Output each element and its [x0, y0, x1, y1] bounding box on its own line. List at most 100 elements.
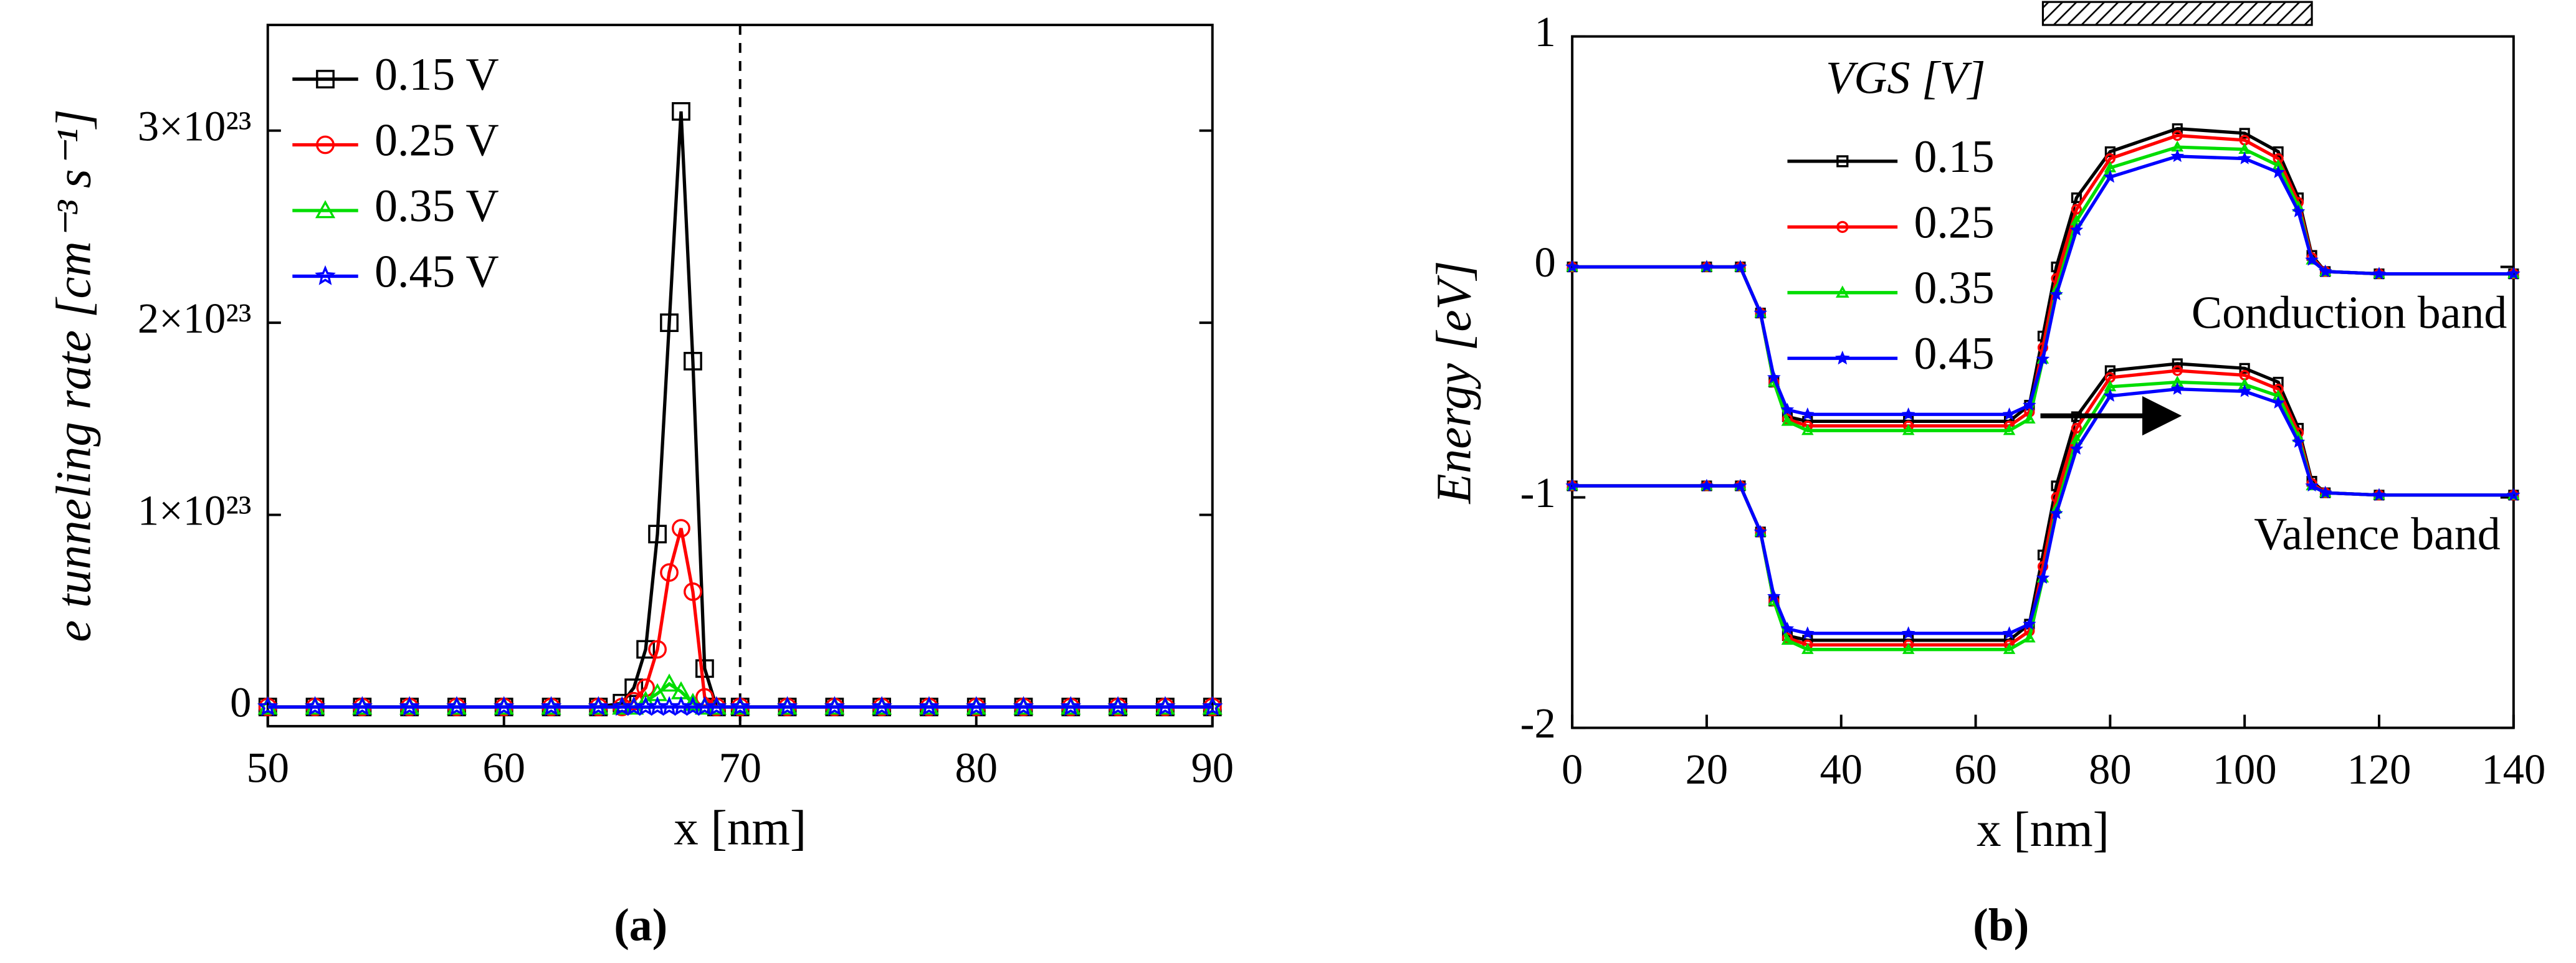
marker	[1734, 260, 1747, 273]
x-tick-label: 140	[2481, 746, 2545, 793]
legend-label: 0.25 V	[374, 114, 499, 165]
marker	[2003, 424, 2016, 435]
marker	[1565, 260, 1579, 273]
plot-frame	[1571, 35, 2515, 729]
marker	[2103, 389, 2117, 402]
marker	[2238, 151, 2251, 164]
marker	[2002, 626, 2016, 639]
legend-label: 0.15 V	[374, 49, 499, 100]
marker	[824, 696, 846, 716]
x-tick-label: 80	[955, 744, 998, 791]
legend-marker	[1835, 350, 1850, 365]
legend-label: 0.15	[1914, 131, 1994, 182]
marker	[2071, 422, 2082, 434]
marker	[776, 696, 798, 716]
marker	[2071, 204, 2082, 215]
marker	[659, 673, 680, 692]
marker	[2071, 192, 2082, 204]
marker	[1700, 478, 1714, 492]
marker	[2002, 407, 2016, 420]
marker	[2305, 478, 2319, 492]
marker	[2069, 442, 2084, 455]
marker	[1767, 589, 1781, 602]
legend-marker	[1835, 285, 1849, 298]
marker	[1060, 696, 1082, 716]
marker	[304, 696, 326, 716]
legend-label: 0.35	[1914, 262, 1994, 313]
marker	[446, 696, 467, 716]
caption: (a)	[614, 899, 667, 951]
y-tick-label: 1×10²³	[138, 486, 252, 534]
marker	[1753, 306, 1768, 319]
marker	[1801, 626, 1815, 639]
marker	[1734, 478, 1747, 492]
y-tick-label: 3×10²³	[138, 102, 252, 149]
marker	[1801, 407, 1815, 420]
series-line	[1572, 133, 2514, 428]
marker	[1801, 424, 1814, 435]
marker	[1901, 626, 1915, 639]
marker	[2273, 376, 2284, 388]
series-line	[1572, 387, 2514, 635]
x-tick-label: 80	[2089, 746, 2132, 793]
marker	[648, 524, 667, 544]
marker	[729, 696, 751, 716]
marker	[2023, 412, 2036, 424]
marker	[2305, 253, 2319, 266]
marker	[2291, 204, 2306, 217]
marker	[1901, 407, 1915, 420]
x-axis-label: x [nm]	[1977, 803, 2109, 857]
marker	[672, 519, 690, 538]
x-tick-label: 60	[482, 744, 525, 791]
x-tick-label: 120	[2347, 746, 2411, 793]
marker	[660, 563, 679, 582]
marker	[257, 696, 279, 716]
marker	[636, 640, 656, 659]
marker	[1780, 622, 1795, 635]
y-tick-label: 0	[1534, 239, 1555, 286]
marker	[2372, 267, 2386, 280]
marker	[2318, 264, 2332, 278]
marker	[1780, 402, 1795, 416]
marker	[2507, 488, 2521, 501]
marker	[871, 696, 892, 716]
marker	[2023, 398, 2036, 411]
marker	[2372, 488, 2386, 501]
marker	[2291, 435, 2306, 448]
y-axis-label: Energy [eV]	[1427, 260, 1481, 504]
marker	[2172, 130, 2183, 141]
legend-label: 0.45 V	[374, 245, 499, 296]
marker	[648, 640, 667, 659]
marker	[2023, 617, 2036, 630]
marker	[918, 696, 940, 716]
y-axis-label: e tunneling rate [cm⁻³ s⁻¹]	[47, 109, 102, 642]
annotation: Conduction band	[2192, 287, 2507, 338]
marker	[672, 102, 690, 121]
marker	[2170, 149, 2185, 163]
marker	[2172, 358, 2183, 369]
gate	[2041, 1, 2313, 26]
marker	[2273, 146, 2284, 158]
marker	[695, 659, 714, 678]
marker	[684, 351, 702, 371]
marker	[1700, 260, 1714, 273]
marker	[2238, 384, 2251, 397]
marker	[2318, 485, 2332, 499]
x-tick-label: 20	[1686, 746, 1729, 793]
marker	[660, 313, 679, 333]
marker	[965, 696, 987, 716]
marker	[2507, 267, 2521, 280]
y-tick-label: 1	[1534, 8, 1555, 55]
marker	[2023, 631, 2036, 643]
marker	[684, 582, 702, 601]
marker	[1801, 643, 1814, 654]
marker	[1155, 696, 1176, 716]
marker	[2239, 128, 2250, 139]
marker	[1107, 696, 1128, 716]
legend-label: 0.45	[1914, 328, 1994, 379]
marker	[2049, 287, 2063, 301]
marker	[1201, 696, 1223, 716]
legend-title: VGS [V]	[1826, 52, 1985, 103]
marker	[1753, 524, 1768, 538]
